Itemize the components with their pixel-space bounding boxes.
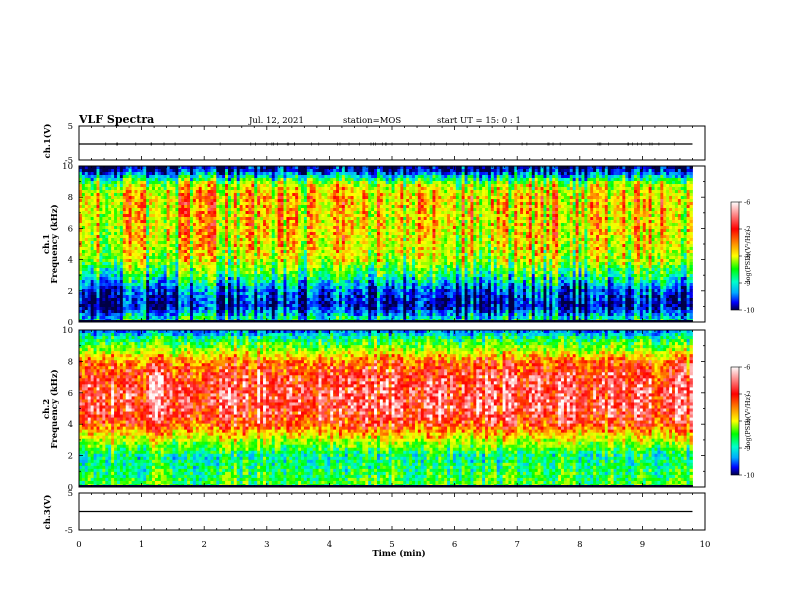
ch2-spectrogram-ylabel-line1: ch.2 [42, 399, 52, 419]
ch2-spectrogram-ylabel-line2: Frequency (kHz) [49, 369, 60, 448]
colorbar-tick-label: -6 [744, 364, 750, 372]
y-tick-label: 2 [68, 452, 73, 462]
ch1-spectrogram [79, 166, 693, 323]
colorbar-tick-label: -8 [744, 253, 750, 261]
y-tick-label: 10 [62, 326, 73, 336]
x-tick-label: 0 [76, 540, 81, 550]
colorbar-tick-label: -9 [744, 280, 750, 288]
x-tick-label: 10 [700, 540, 711, 550]
colorbar-tick-label: -9 [744, 445, 750, 453]
y-tick-label: 4 [68, 420, 73, 430]
x-tick-label: 3 [264, 540, 269, 550]
ch1-waveform-trace [79, 142, 693, 146]
colorbar-tick-label: -7 [744, 391, 750, 399]
colorbar-tick-label: -8 [744, 418, 750, 426]
ch2-spectrogram [79, 330, 693, 488]
y-tick-label: 5 [68, 489, 73, 499]
ch2-colorbar: -6 -7 -8 -9 -10 [730, 364, 754, 480]
colorbar-tick-label: -10 [744, 472, 754, 480]
x-tick-label: 8 [577, 540, 582, 550]
ch1-spectrogram-ylabel-line1: ch.1 [42, 234, 52, 254]
header-start-time: start UT = 15: 0 : 1 [437, 116, 521, 126]
header-date: Jul. 12, 2021 [248, 116, 304, 126]
ch1-colorbar-label: log(PSD)(V²/Hz) [744, 229, 752, 282]
ch1-colorbar: -6 -7 -8 -9 -10 [730, 199, 754, 315]
colorbar-tick-label: -7 [744, 226, 750, 234]
x-tick-label: 1 [139, 540, 144, 550]
y-tick-label: 4 [68, 256, 73, 266]
y-tick-label: 6 [68, 389, 73, 399]
header-station: station=MOS [343, 116, 401, 126]
y-tick-label: 10 [62, 162, 73, 172]
chart-title: VLF Spectra [78, 113, 154, 126]
y-tick-label: 2 [68, 287, 73, 297]
y-tick-label: -5 [65, 156, 73, 166]
x-axis-label: Time (min) [372, 548, 425, 559]
x-tick-label: 4 [327, 540, 332, 550]
y-tick-label: 8 [68, 193, 73, 203]
x-tick-label: 7 [514, 540, 519, 550]
ch1-spectrogram-ylabel-line2: Frequency (kHz) [49, 204, 60, 283]
y-tick-label: 0 [68, 318, 73, 328]
y-tick-label: 5 [68, 122, 73, 132]
colorbar-tick-label: -6 [744, 199, 750, 207]
x-tick-label: 2 [201, 540, 206, 550]
y-tick-label: -5 [65, 526, 73, 536]
ch2-colorbar-label: log(PSD)(V²/Hz) [744, 394, 752, 447]
y-tick-label: 6 [68, 224, 73, 234]
colorbar-tick-label: -10 [744, 307, 754, 315]
y-tick-label: 8 [68, 357, 73, 367]
ch1-waveform-ylabel: ch.1(V) [42, 124, 53, 159]
ch3-waveform-ylabel: ch.3(V) [42, 495, 53, 530]
x-tick-label: 9 [640, 540, 645, 550]
x-tick-label: 5 [389, 540, 394, 550]
x-tick-label: 6 [452, 540, 457, 550]
y-tick-label: 0 [68, 483, 73, 493]
